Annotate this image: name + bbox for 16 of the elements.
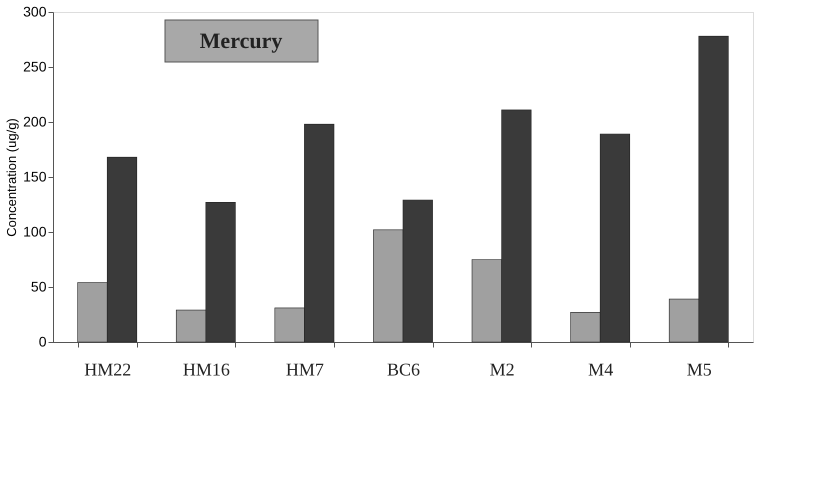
y-tick-label: 150 <box>23 168 47 184</box>
y-axis-title: Concentration (ug/g) <box>4 118 20 237</box>
y-tick-label: 200 <box>23 114 47 130</box>
x-tick-label: M4 <box>588 360 614 380</box>
y-tick-label: 0 <box>38 334 47 350</box>
x-tick-label: BC6 <box>386 360 420 380</box>
x-tick-label: HM16 <box>182 360 230 380</box>
x-tick-label: HM7 <box>286 360 324 380</box>
annotation: Mercury <box>200 28 282 53</box>
y-tick-label: 250 <box>23 58 47 74</box>
x-tick-label: HM22 <box>84 360 132 380</box>
x-tick-label: M2 <box>490 360 515 380</box>
x-tick-label: M5 <box>686 360 712 380</box>
y-tick-label: 100 <box>23 224 47 240</box>
y-tick-label: 300 <box>23 4 47 20</box>
y-tick-label: 50 <box>30 278 47 294</box>
